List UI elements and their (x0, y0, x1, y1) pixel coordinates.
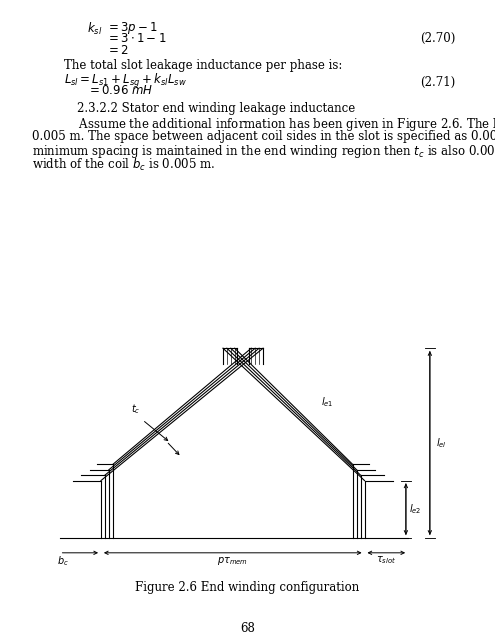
Text: $= 3p - 1$: $= 3p - 1$ (106, 20, 158, 36)
Text: (2.71): (2.71) (420, 76, 455, 88)
Text: 0.005 m. The space between adjacent coil sides in the slot is specified as 0.008: 0.005 m. The space between adjacent coil… (32, 130, 495, 143)
Text: $= 3 \cdot 1 - 1$: $= 3 \cdot 1 - 1$ (106, 32, 167, 45)
Text: The total slot leakage inductance per phase is:: The total slot leakage inductance per ph… (64, 59, 343, 72)
Text: (2.70): (2.70) (420, 32, 455, 45)
Text: $b_c$: $b_c$ (57, 555, 69, 568)
Text: Figure 2.6 End winding configuration: Figure 2.6 End winding configuration (135, 581, 360, 594)
Text: minimum spacing is maintained in the end winding region then $t_c$ is also 0.008: minimum spacing is maintained in the end… (32, 143, 495, 161)
Text: $L_{sl} = L_{s1} + L_{sg} + k_{sl} L_{sw}$: $L_{sl} = L_{s1} + L_{sg} + k_{sl} L_{sw… (64, 72, 187, 90)
Text: $l_{e2}$: $l_{e2}$ (409, 502, 422, 516)
Text: $p\tau_{mem}$: $p\tau_{mem}$ (217, 555, 248, 566)
Text: $\tau_{slot}$: $\tau_{slot}$ (376, 555, 396, 566)
Text: $= 0.96\ mH$: $= 0.96\ mH$ (87, 84, 153, 97)
Text: $l_{el}$: $l_{el}$ (437, 436, 447, 450)
Text: $= 2$: $= 2$ (106, 44, 129, 56)
Text: $t_c$: $t_c$ (131, 403, 141, 416)
Text: 2.3.2.2 Stator end winding leakage inductance: 2.3.2.2 Stator end winding leakage induc… (77, 102, 355, 115)
Text: width of the coil $b_c$ is 0.005 m.: width of the coil $b_c$ is 0.005 m. (32, 157, 215, 173)
Text: 68: 68 (240, 622, 255, 635)
Text: $k_{sl}$: $k_{sl}$ (87, 20, 102, 36)
Text: Assume the additional information has been given in Figure 2.6. The length $l_{e: Assume the additional information has be… (64, 116, 495, 134)
Text: $l_{e1}$: $l_{e1}$ (321, 395, 334, 409)
